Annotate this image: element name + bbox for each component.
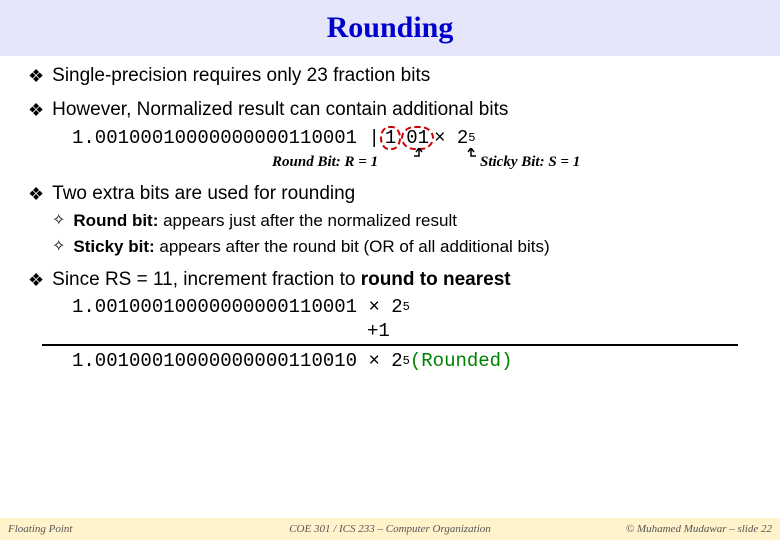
content-area: ❖ Single-precision requires only 23 frac… xyxy=(0,56,780,372)
sub-bullet-2: ✧ Sticky bit: appears after the round bi… xyxy=(28,236,752,258)
bit-labels-row: Round Bit: R = 1 Sticky Bit: S = 1 xyxy=(72,152,752,174)
exp-2: 5 xyxy=(403,300,410,314)
plus-one-row: +1 xyxy=(72,320,752,342)
bullet-4-text: Since RS = 11, increment fraction to rou… xyxy=(52,268,510,292)
b4-mid: RS = 11 xyxy=(105,269,173,290)
footer-right: © Muhamed Mudawar – slide 22 xyxy=(626,523,772,535)
b4-pre: Since xyxy=(52,269,105,290)
bullet-1-text: Single-precision requires only 23 fracti… xyxy=(52,64,430,88)
sub-1-bold: Round bit: xyxy=(73,211,158,230)
exp-3: 5 xyxy=(403,354,410,368)
bullet-2-text: However, Normalized result can contain a… xyxy=(52,98,508,122)
sticky-bit-label: Sticky Bit: S = 1 xyxy=(480,154,580,171)
sub-bullet-1: ✧ Round bit: appears just after the norm… xyxy=(28,210,752,232)
sub-bullet-star-icon: ✧ xyxy=(52,210,65,232)
arrow-round-icon xyxy=(412,148,426,162)
bullet-1: ❖ Single-precision requires only 23 frac… xyxy=(28,64,752,88)
sub-1-text: Round bit: appears just after the normal… xyxy=(73,210,457,232)
footer-mid: COE 301 / ICS 233 – Computer Organizatio… xyxy=(289,523,491,535)
bullet-2: ❖ However, Normalized result can contain… xyxy=(28,98,752,122)
binary-line-1: 1.00100010000000000110001 | 1 01 × 2 5 xyxy=(72,126,752,150)
sub-2-bold: Sticky bit: xyxy=(73,237,154,256)
bullet-4: ❖ Since RS = 11, increment fraction to r… xyxy=(28,268,752,292)
bullet-diamond-icon: ❖ xyxy=(28,98,44,122)
sub-1-rest: appears just after the normalized result xyxy=(158,211,457,230)
round-bit-circled: 1 xyxy=(380,126,401,150)
footer-left: Floating Point xyxy=(8,523,72,535)
bullet-3-text: Two extra bits are used for rounding xyxy=(52,182,355,206)
binary-fraction-3: 1.00100010000000000110010 × 2 xyxy=(72,350,403,372)
b4-post: , increment fraction to xyxy=(173,269,361,290)
footer: Floating Point COE 301 / ICS 233 – Compu… xyxy=(0,518,780,540)
sticky-bits-circled: 01 xyxy=(401,126,434,150)
round-bit-label: Round Bit: R = 1 xyxy=(272,154,378,171)
mul-sign-1: × 2 xyxy=(434,127,468,149)
bullet-3: ❖ Two extra bits are used for rounding xyxy=(28,182,752,206)
bullet-diamond-icon: ❖ xyxy=(28,182,44,206)
title-bar: Rounding xyxy=(0,0,780,56)
sub-2-rest: appears after the round bit (OR of all a… xyxy=(155,237,550,256)
plus-one: +1 xyxy=(367,320,390,342)
sub-bullet-star-icon: ✧ xyxy=(52,236,65,258)
binary-fraction-1: 1.00100010000000000110001 | xyxy=(72,127,380,149)
division-line xyxy=(42,344,738,346)
rounded-label: (Rounded) xyxy=(410,350,513,372)
bullet-diamond-icon: ❖ xyxy=(28,64,44,88)
page-title: Rounding xyxy=(327,11,454,45)
arrow-sticky-icon xyxy=(464,148,478,162)
b4-bold: round to nearest xyxy=(361,269,511,290)
sub-2-text: Sticky bit: appears after the round bit … xyxy=(73,236,549,258)
binary-fraction-2: 1.00100010000000000110001 × 2 xyxy=(72,296,403,318)
binary-line-2: 1.00100010000000000110001 × 2 5 xyxy=(72,296,752,318)
binary-line-3: 1.00100010000000000110010 × 2 5 (Rounded… xyxy=(72,350,752,372)
exp-1: 5 xyxy=(468,131,475,145)
bullet-diamond-icon: ❖ xyxy=(28,268,44,292)
